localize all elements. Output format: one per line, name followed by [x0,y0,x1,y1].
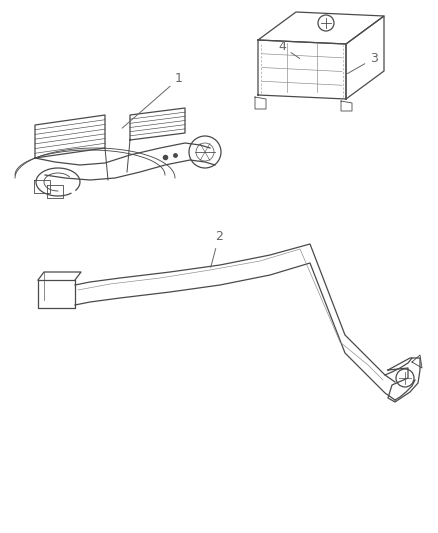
Text: 4: 4 [278,40,300,59]
Text: 2: 2 [211,230,223,268]
Text: 1: 1 [122,72,183,128]
Text: 3: 3 [347,52,378,74]
